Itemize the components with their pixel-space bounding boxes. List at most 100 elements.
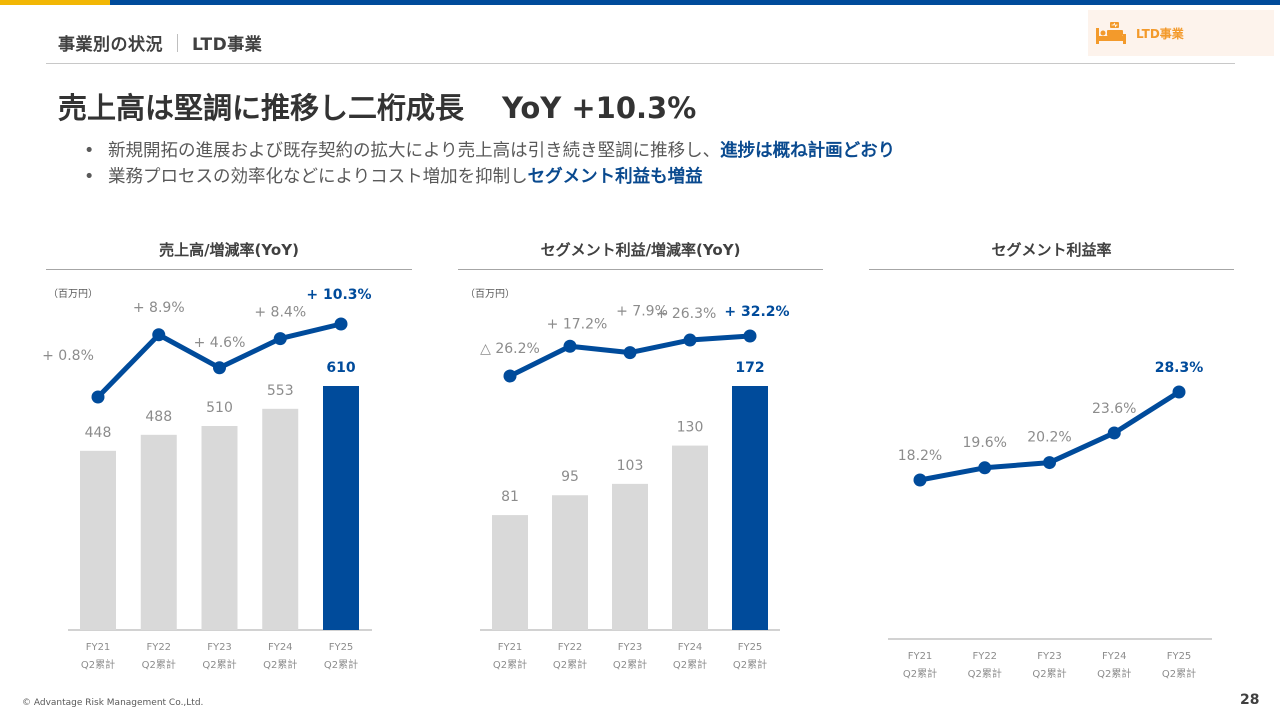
x-tick-label: Q2累計 [613, 658, 647, 671]
x-tick-label: Q2累計 [673, 658, 707, 671]
line-value-label: △ 26.2% [480, 341, 540, 357]
x-tick-label: Q2累計 [263, 658, 297, 671]
x-tick-label: FY24 [678, 642, 703, 653]
chart-title-sales: 売上高/増減率(YoY) [159, 241, 299, 259]
copyright: © Advantage Risk Management Co.,Ltd. [22, 698, 204, 708]
bullet-emphasis: セグメント利益も増益 [527, 167, 703, 187]
line-value-label: 23.6% [1092, 401, 1136, 417]
line-value-label: + 10.3% [306, 287, 371, 303]
bullet-emphasis: 進捗は概ね計画どおり [720, 141, 896, 161]
x-tick-label: Q2累計 [202, 658, 236, 671]
x-tick-label: Q2累計 [1162, 667, 1196, 680]
bar [552, 495, 588, 630]
line-value-label: + 26.3% [656, 306, 717, 322]
bar-value-label: 130 [677, 420, 704, 436]
line-point [213, 361, 226, 375]
bar [140, 434, 177, 630]
unit-label-profit: （百万円） [465, 289, 515, 300]
line-value-label: + 17.2% [547, 316, 608, 332]
x-tick-label: Q2累計 [142, 658, 176, 671]
page-headline: 売上高は堅調に推移し二桁成長 YoY +10.3% [58, 85, 696, 127]
x-tick-label: Q2累計 [81, 658, 115, 671]
bar-value-label: 103 [617, 458, 644, 474]
line-point [623, 346, 637, 360]
x-tick-label: Q2累計 [1032, 667, 1066, 680]
line-value-label: 18.2% [898, 448, 942, 464]
bullet-text: 新規開拓の進展および既存契約の拡大により売上高は引き続き堅調に推移し、 [108, 141, 721, 161]
bullet-item: 業務プロセスの効率化などによりコスト増加を抑制しセグメント利益も増益 [84, 164, 895, 190]
bar-value-label: 510 [206, 400, 233, 416]
bullet-text: 業務プロセスの効率化などによりコスト増加を抑制し [108, 167, 528, 187]
badge-label: LTD事業 [1136, 26, 1184, 41]
x-tick-label: Q2累計 [324, 658, 358, 671]
bar [492, 515, 528, 630]
line-point [503, 369, 517, 383]
line-value-label: 20.2% [1027, 430, 1071, 446]
x-tick-label: FY24 [1102, 651, 1127, 662]
bar [262, 408, 299, 630]
bar [80, 450, 116, 630]
line-point [91, 390, 105, 404]
bar-value-label: 553 [267, 383, 294, 399]
breadcrumb-section: 事業別の状況 [58, 35, 163, 55]
x-tick-label: FY23 [618, 642, 643, 653]
segment-badge: LTD事業 [1088, 10, 1274, 56]
line-point [273, 332, 287, 346]
line-point [978, 461, 992, 475]
breadcrumb-separator [177, 33, 178, 52]
breadcrumb-subsection: LTD事業 [192, 35, 263, 55]
unit-label-sales: （百万円） [48, 289, 98, 300]
bar [612, 483, 648, 630]
breadcrumb: 事業別の状況 LTD事業 [58, 30, 262, 55]
top-stripe-yellow [0, 0, 110, 5]
x-tick-label: Q2累計 [968, 667, 1002, 680]
line-value-label: + 4.6% [194, 335, 246, 351]
x-tick-label: FY23 [1037, 651, 1062, 662]
bar-value-label: 172 [735, 360, 764, 376]
chart-title-margin: セグメント利益率 [991, 241, 1112, 259]
bar [672, 445, 708, 630]
line-value-label: + 0.8% [42, 348, 94, 364]
x-tick-label: FY21 [908, 651, 933, 662]
line-value-label: + 7.9% [616, 304, 668, 320]
x-tick-label: FY22 [558, 642, 583, 653]
summary-bullets: 新規開拓の進展および既存契約の拡大により売上高は引き続き堅調に推移し、進捗は概ね… [84, 138, 895, 190]
headline-text: 売上高は堅調に推移し二桁成長 [58, 91, 465, 125]
x-tick-label: Q2累計 [493, 658, 527, 671]
line-value-label: + 8.9% [133, 300, 185, 316]
x-tick-label: FY23 [207, 642, 232, 653]
x-tick-label: FY21 [498, 642, 523, 653]
bar-value-label: 81 [501, 489, 519, 505]
line-point [683, 333, 697, 347]
x-tick-label: FY22 [146, 642, 171, 653]
x-tick-label: FY25 [329, 642, 354, 653]
line-point [913, 473, 927, 487]
x-tick-label: FY25 [1167, 651, 1192, 662]
line-point [152, 328, 166, 342]
x-tick-label: FY25 [738, 642, 763, 653]
bar-value-label: 448 [85, 425, 112, 441]
chart-rule-sales [46, 269, 412, 270]
bed-icon [1096, 22, 1126, 44]
top-stripe-blue [110, 0, 1280, 5]
chart-rule-margin [869, 269, 1234, 270]
x-tick-label: FY24 [268, 642, 293, 653]
line-value-label: 28.3% [1155, 360, 1204, 376]
bar [201, 426, 238, 630]
page-number: 28 [1240, 692, 1260, 708]
line-point [563, 339, 577, 353]
x-tick-label: FY22 [972, 651, 997, 662]
line-value-label: 19.6% [963, 435, 1007, 451]
x-tick-label: FY21 [86, 642, 111, 653]
line-value-label: + 32.2% [724, 304, 789, 320]
bar [323, 386, 359, 630]
chart-title-profit: セグメント利益/増減率(YoY) [540, 241, 741, 259]
bar [732, 386, 768, 630]
x-tick-label: Q2累計 [903, 667, 937, 680]
x-tick-label: Q2累計 [1097, 667, 1131, 680]
line-point [743, 329, 757, 343]
bar-value-label: 610 [326, 360, 355, 376]
bullet-item: 新規開拓の進展および既存契約の拡大により売上高は引き続き堅調に推移し、進捗は概ね… [84, 138, 895, 164]
x-tick-label: Q2累計 [553, 658, 587, 671]
